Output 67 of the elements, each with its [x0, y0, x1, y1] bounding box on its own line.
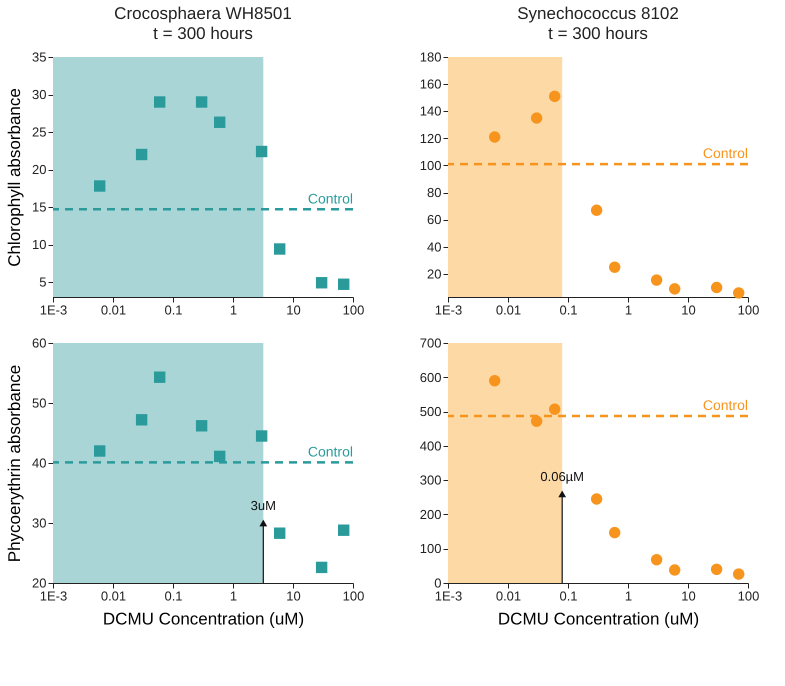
ref-line-label: Control [308, 443, 353, 460]
x-tick-label: 0.1 [164, 588, 183, 604]
x-tick-label: 0.1 [559, 302, 578, 318]
x-tick-label: 100 [342, 302, 364, 318]
x-tick-label: 10 [286, 588, 301, 604]
y-tick-label: 20 [32, 162, 46, 177]
y-tick-label: 30 [32, 87, 46, 102]
y-axis-title: Phycoerythrin absorbance [5, 364, 24, 562]
x-tick-label: 1 [230, 302, 238, 318]
y-tick-label: 140 [420, 104, 442, 119]
x-tick-label: 1E-3 [40, 588, 68, 604]
y-tick-label: 300 [420, 472, 442, 488]
x-tick-label: 1E-3 [434, 588, 462, 604]
x-tick-label: 100 [738, 302, 760, 318]
y-tick-label: 180 [420, 50, 442, 64]
y-tick-label: 60 [32, 336, 46, 350]
y-tick-label: 5 [39, 274, 46, 290]
x-tick-label: 1E-3 [434, 302, 462, 318]
y-tick-label: 100 [420, 541, 442, 556]
x-tick-label: 10 [286, 302, 301, 318]
y-tick-label: 160 [420, 76, 442, 92]
chart-subtitle: t = 300 hours [153, 24, 253, 43]
y-tick-label: 120 [420, 130, 442, 146]
x-tick-label: 100 [738, 588, 760, 604]
y-tick-label: 700 [420, 336, 442, 350]
x-tick-label: 10 [681, 302, 696, 318]
x-tick-label: 0.01 [100, 302, 126, 318]
x-tick-label: 1 [624, 302, 632, 318]
x-tick-label: 10 [681, 588, 696, 604]
y-tick-label: 60 [427, 212, 442, 228]
x-tick-label: 1E-3 [40, 302, 68, 318]
y-tick-label: 600 [420, 370, 442, 385]
x-tick-label: 1 [624, 588, 632, 604]
chart-title: Crocosphaera WH8501 [114, 4, 292, 23]
x-tick-label: 0.1 [559, 588, 578, 604]
y-tick-label: 30 [32, 516, 46, 530]
ref-line-label: Control [702, 145, 748, 162]
y-axis-title: Chlorophyll absorbance [5, 88, 24, 267]
y-tick-label: 100 [420, 158, 442, 173]
y-tick-label: 20 [32, 576, 46, 590]
chart-title: Synechococcus 8102 [517, 4, 679, 23]
ref-line-label: Control [308, 190, 353, 206]
y-tick-label: 15 [32, 200, 46, 214]
y-tick-label: 25 [32, 124, 46, 140]
y-tick-label: 0 [434, 576, 442, 590]
y-tick-label: 80 [427, 185, 442, 200]
x-tick-label: 0.01 [100, 588, 126, 604]
y-tick-label: 40 [32, 456, 46, 470]
x-tick-label: 100 [342, 588, 364, 604]
y-tick-label: 35 [32, 50, 46, 64]
ref-line-label: Control [702, 397, 748, 414]
x-axis-title: DCMU Concentration (uM) [498, 610, 700, 628]
x-tick-label: 1 [230, 588, 238, 604]
y-tick-label: 20 [427, 266, 442, 282]
annotation: 3uM [250, 498, 276, 513]
y-tick-label: 50 [32, 396, 46, 410]
x-tick-label: 0.01 [496, 588, 522, 604]
chart-subtitle: t = 300 hours [548, 24, 648, 43]
y-tick-label: 10 [32, 237, 46, 252]
y-tick-label: 200 [420, 506, 442, 522]
y-tick-label: 500 [420, 404, 442, 420]
x-axis-title: DCMU Concentration (uM) [102, 610, 304, 628]
y-tick-label: 400 [420, 438, 442, 454]
annotation: 0.06µM [540, 468, 584, 484]
x-tick-label: 0.1 [164, 302, 183, 318]
y-tick-label: 40 [427, 239, 442, 254]
x-tick-label: 0.01 [496, 302, 522, 318]
